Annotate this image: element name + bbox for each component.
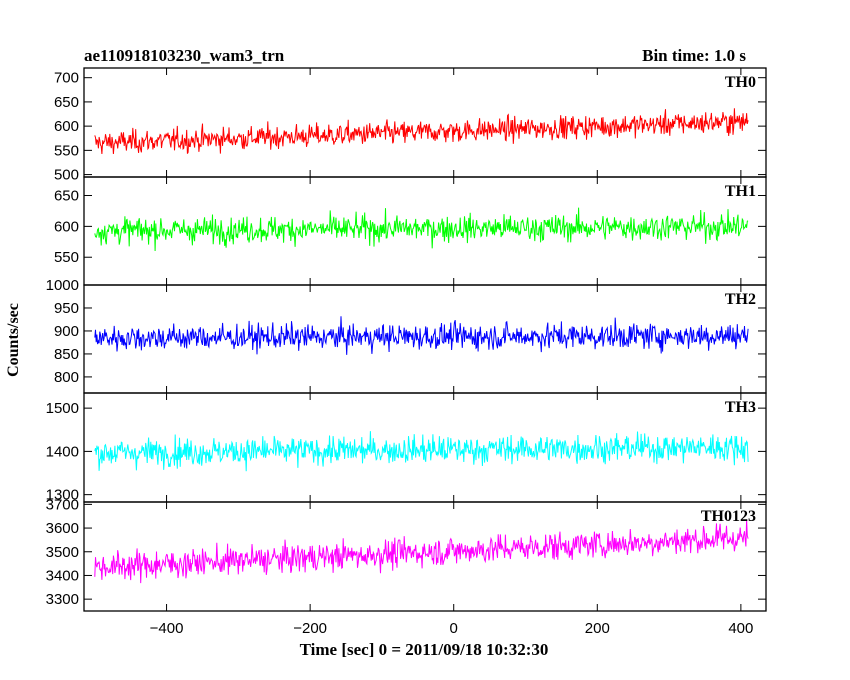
y-tick-label: 3500 — [46, 544, 79, 561]
series-label-th0: TH0 — [725, 74, 756, 91]
y-tick-label: 1300 — [46, 487, 79, 504]
series-th1-line — [94, 207, 749, 252]
x-tick-label: −200 — [293, 620, 327, 637]
series-label-th2: TH2 — [725, 291, 756, 308]
y-tick-label: 1000 — [46, 277, 79, 294]
x-tick-label: 400 — [728, 620, 753, 637]
x-axis-label: Time [sec] 0 = 2011/09/18 10:32:30 — [300, 640, 549, 659]
y-tick-label: 550 — [54, 142, 79, 159]
y-tick-label: 850 — [54, 346, 79, 363]
y-tick-label: 800 — [54, 369, 79, 386]
y-tick-label: 950 — [54, 300, 79, 317]
x-tick-label: 0 — [450, 620, 458, 637]
series-label-th3: TH3 — [725, 399, 756, 416]
y-tick-label: 3700 — [46, 496, 79, 513]
y-tick-label: 900 — [54, 323, 79, 340]
y-tick-label: 550 — [54, 249, 79, 266]
series-label-th1: TH1 — [725, 183, 756, 200]
series-th0-line — [94, 108, 749, 155]
y-axis-label: Counts/sec — [5, 303, 22, 377]
y-tick-label: 650 — [54, 188, 79, 205]
x-tick-label: 200 — [585, 620, 610, 637]
y-tick-label: 3400 — [46, 567, 79, 584]
y-tick-label: 3600 — [46, 520, 79, 537]
x-tick-label: −400 — [150, 620, 184, 637]
series-th3-line — [94, 431, 749, 472]
series-label-th0123: TH0123 — [701, 508, 756, 525]
y-tick-label: 3300 — [46, 591, 79, 608]
y-tick-label: 1400 — [46, 443, 79, 460]
series-th0123-line — [94, 519, 749, 584]
y-tick-label: 500 — [54, 167, 79, 184]
y-tick-label: 1500 — [46, 400, 79, 417]
y-tick-label: 650 — [54, 94, 79, 111]
plot-title: ae110918103230_wam3_trn — [84, 46, 285, 65]
y-tick-label: 600 — [54, 118, 79, 135]
y-tick-label: 700 — [54, 70, 79, 87]
bin-time-label: Bin time: 1.0 s — [642, 46, 746, 65]
y-tick-label: 600 — [54, 218, 79, 235]
panel-th0123-frame — [83, 501, 767, 612]
series-th2-line — [94, 316, 749, 355]
